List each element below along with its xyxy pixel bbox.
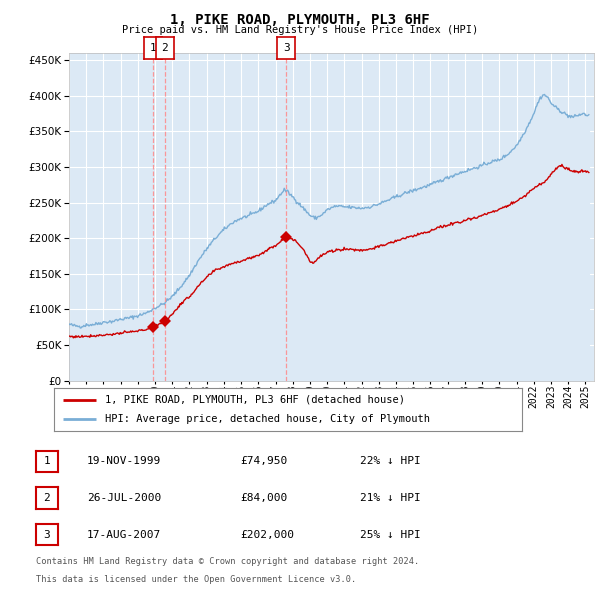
Text: 2: 2 — [43, 493, 50, 503]
Text: 3: 3 — [283, 43, 290, 53]
Text: £84,000: £84,000 — [240, 493, 287, 503]
Text: 1, PIKE ROAD, PLYMOUTH, PL3 6HF: 1, PIKE ROAD, PLYMOUTH, PL3 6HF — [170, 13, 430, 27]
Text: HPI: Average price, detached house, City of Plymouth: HPI: Average price, detached house, City… — [106, 414, 430, 424]
Text: 1: 1 — [149, 43, 157, 53]
Text: 1: 1 — [43, 457, 50, 466]
Text: 26-JUL-2000: 26-JUL-2000 — [87, 493, 161, 503]
Text: Contains HM Land Registry data © Crown copyright and database right 2024.: Contains HM Land Registry data © Crown c… — [36, 558, 419, 566]
Text: 2: 2 — [161, 43, 168, 53]
Text: This data is licensed under the Open Government Licence v3.0.: This data is licensed under the Open Gov… — [36, 575, 356, 584]
Text: 25% ↓ HPI: 25% ↓ HPI — [360, 530, 421, 539]
Text: 17-AUG-2007: 17-AUG-2007 — [87, 530, 161, 539]
Text: Price paid vs. HM Land Registry's House Price Index (HPI): Price paid vs. HM Land Registry's House … — [122, 25, 478, 35]
Text: £202,000: £202,000 — [240, 530, 294, 539]
Text: £74,950: £74,950 — [240, 457, 287, 466]
Text: 21% ↓ HPI: 21% ↓ HPI — [360, 493, 421, 503]
Text: 22% ↓ HPI: 22% ↓ HPI — [360, 457, 421, 466]
Text: 19-NOV-1999: 19-NOV-1999 — [87, 457, 161, 466]
Text: 3: 3 — [43, 530, 50, 539]
Text: 1, PIKE ROAD, PLYMOUTH, PL3 6HF (detached house): 1, PIKE ROAD, PLYMOUTH, PL3 6HF (detache… — [106, 395, 406, 405]
